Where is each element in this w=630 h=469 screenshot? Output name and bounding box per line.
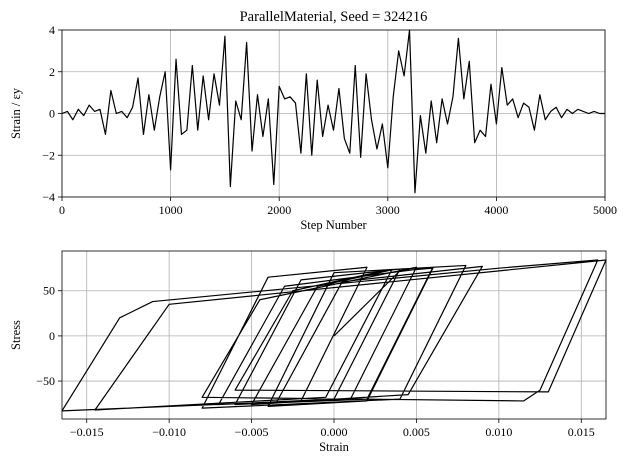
x-tick-label: 4000 <box>484 203 508 217</box>
y-tick-label: 0 <box>49 329 55 343</box>
x-tick-label: 0.000 <box>321 425 348 439</box>
x-tick-label: 0 <box>59 203 65 217</box>
y-tick-label: −2 <box>42 148 55 162</box>
axes-frame <box>61 250 607 420</box>
x-tick-label: −0.005 <box>235 425 269 439</box>
data-line <box>61 29 605 194</box>
x-tick-label: 5000 <box>593 203 617 217</box>
y-axis-label: Strain / εy <box>9 87 23 139</box>
x-tick-label: −0.010 <box>152 425 186 439</box>
y-tick-label: 0 <box>49 107 55 121</box>
axes-frame <box>61 29 606 198</box>
x-axis-label: Step Number <box>300 218 367 232</box>
data-line <box>61 259 607 412</box>
x-tick-label: 3000 <box>376 203 400 217</box>
x-tick-label: 0.015 <box>568 425 595 439</box>
x-tick-label: 1000 <box>159 203 183 217</box>
x-axis-label: Strain <box>319 440 350 454</box>
y-tick-label: −50 <box>36 374 55 388</box>
y-axis-label: Stress <box>9 320 23 350</box>
x-tick-label: 0.010 <box>485 425 512 439</box>
x-tick-label: 0.005 <box>403 425 430 439</box>
x-tick-label: −0.015 <box>70 425 104 439</box>
y-tick-label: 2 <box>49 65 55 79</box>
y-tick-label: 4 <box>49 23 55 37</box>
x-tick-label: 2000 <box>267 203 291 217</box>
y-tick-label: −4 <box>42 190 55 204</box>
y-tick-label: 50 <box>43 284 55 298</box>
chart-title: ParallelMaterial, Seed = 324216 <box>240 9 428 25</box>
